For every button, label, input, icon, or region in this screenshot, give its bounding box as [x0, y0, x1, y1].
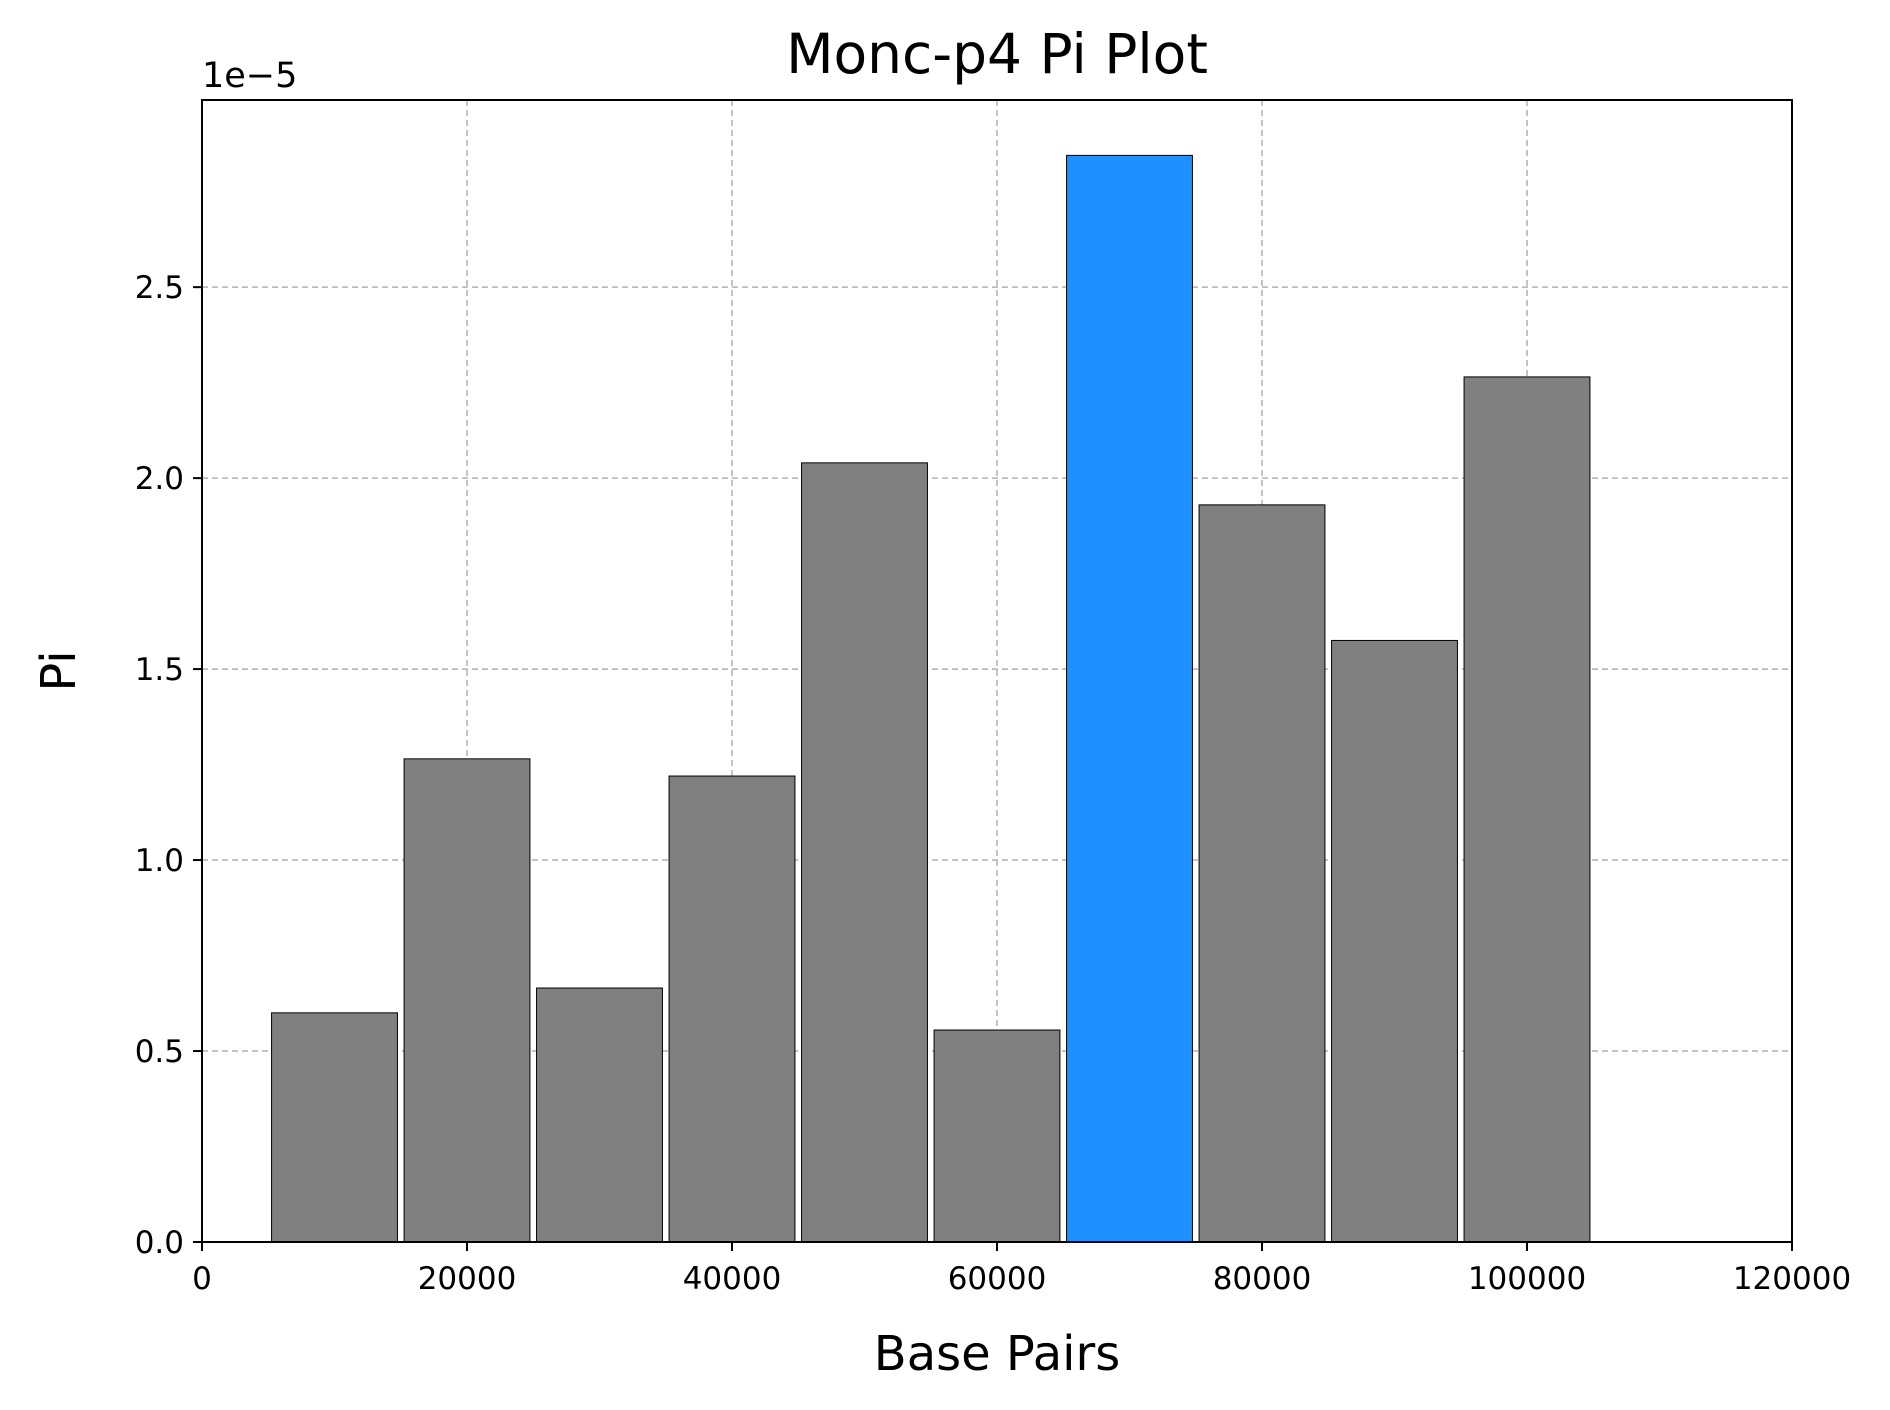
y-tick-label: 1.5 — [135, 652, 184, 688]
y-tick-label: 0.0 — [135, 1225, 184, 1261]
x-tick-label: 60000 — [948, 1261, 1047, 1297]
x-tick-label: 100000 — [1468, 1261, 1586, 1297]
x-tick-label: 120000 — [1733, 1261, 1851, 1297]
bar-100000 — [1463, 376, 1591, 1243]
bar-30000 — [536, 987, 663, 1243]
y-axis-label: Pi — [31, 650, 87, 691]
x-tick-label: 20000 — [418, 1261, 517, 1297]
bar-50000 — [801, 462, 928, 1243]
bar-80000 — [1198, 504, 1326, 1243]
bar-70000 — [1066, 154, 1193, 1243]
x-tick-label: 80000 — [1213, 1261, 1312, 1297]
x-axis-ticks: 0 20000 40000 60000 80000 100000 120000 — [192, 1242, 1851, 1297]
y-tick-label: 2.0 — [135, 461, 184, 497]
chart-title: Monc-p4 Pi Plot — [786, 22, 1208, 86]
bar-60000 — [933, 1029, 1061, 1243]
y-tick-label: 2.5 — [135, 270, 184, 306]
y-axis-offset-label: 1e−5 — [202, 56, 297, 96]
bar-40000 — [668, 775, 796, 1243]
bar-90000 — [1331, 639, 1458, 1243]
bar-20000 — [403, 758, 531, 1243]
x-tick-label: 0 — [192, 1261, 212, 1297]
x-axis-label: Base Pairs — [874, 1326, 1120, 1382]
x-tick-label: 40000 — [683, 1261, 782, 1297]
y-axis-ticks: 0.0 0.5 1.0 1.5 2.0 2.5 — [135, 270, 202, 1261]
bars — [271, 154, 1591, 1243]
bar-10000 — [271, 1012, 398, 1243]
y-tick-label: 0.5 — [135, 1034, 184, 1070]
y-tick-label: 1.0 — [135, 843, 184, 879]
